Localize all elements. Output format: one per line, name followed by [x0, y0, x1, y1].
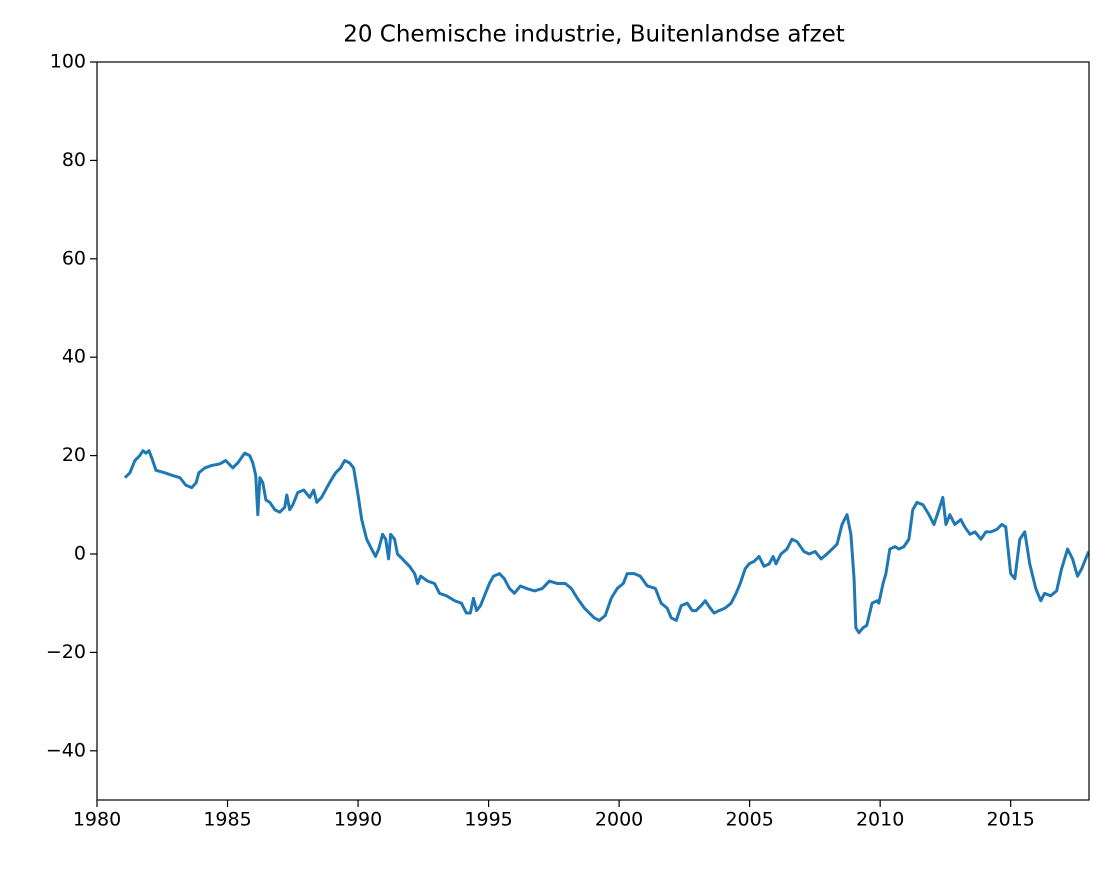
x-tick-label: 1990: [334, 809, 382, 831]
y-tick-label: 100: [50, 51, 86, 73]
chart-title: 20 Chemische industrie, Buitenlandse afz…: [343, 22, 845, 48]
x-tick-label: 2000: [595, 809, 643, 831]
y-tick-label: 60: [62, 247, 86, 269]
x-tick-label: 2015: [987, 809, 1035, 831]
y-tick-label: 40: [62, 346, 86, 368]
y-tick-label: −20: [46, 641, 86, 663]
y-tick-label: 20: [62, 444, 86, 466]
x-tick-label: 2010: [856, 809, 904, 831]
y-tick-label: −40: [46, 739, 86, 761]
x-tick-label: 1980: [73, 809, 121, 831]
x-tick-label: 2005: [725, 809, 773, 831]
x-tick-label: 1995: [464, 809, 512, 831]
x-tick-label: 1985: [203, 809, 251, 831]
y-tick-label: 80: [62, 149, 86, 171]
line: [123, 449, 1089, 635]
y-tick-label: 0: [74, 543, 86, 565]
plot-frame: [96, 61, 1090, 801]
